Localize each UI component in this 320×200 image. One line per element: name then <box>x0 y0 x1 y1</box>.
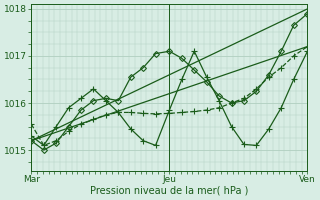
X-axis label: Pression niveau de la mer( hPa ): Pression niveau de la mer( hPa ) <box>90 186 249 196</box>
